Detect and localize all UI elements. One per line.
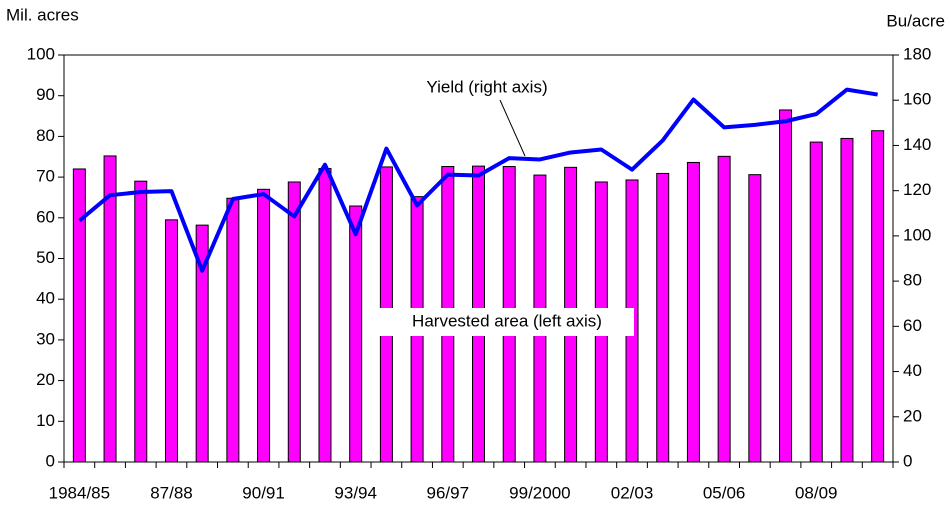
y-tick-label: 10: [36, 411, 55, 430]
y-tick-label: 50: [36, 248, 55, 267]
y2-tick-label: 180: [903, 44, 931, 63]
x-tick-label: 93/94: [334, 483, 377, 502]
bar: [809, 141, 823, 463]
bar: [134, 180, 148, 463]
y2-tick-label: 60: [903, 316, 922, 335]
y-tick-label: 60: [36, 207, 55, 226]
bar: [656, 172, 670, 463]
x-tick-label: 08/09: [795, 483, 838, 502]
bar: [72, 168, 86, 463]
bar: [318, 168, 332, 463]
annotation-box: [378, 308, 634, 336]
y-tick-label: 0: [46, 451, 55, 470]
y2-tick-label: 140: [903, 135, 931, 154]
y-tick-label: 100: [27, 44, 55, 63]
y2-tick-label: 120: [903, 180, 931, 199]
y-tick-label: 20: [36, 370, 55, 389]
bar: [195, 224, 209, 463]
x-tick-label: 02/03: [611, 483, 654, 502]
y2-tick-label: 20: [903, 406, 922, 425]
bar: [287, 181, 301, 463]
bar: [686, 161, 700, 463]
bar: [226, 197, 240, 463]
x-tick-label: 99/2000: [509, 483, 570, 502]
bar: [103, 155, 117, 463]
x-tick-label: 90/91: [242, 483, 285, 502]
annotation-leader: [499, 99, 526, 157]
x-tick-label: 1984/85: [49, 483, 110, 502]
y2-tick-label: 80: [903, 271, 922, 290]
bar: [748, 174, 762, 463]
x-tick-label: 05/06: [703, 483, 746, 502]
x-tick-label: 96/97: [427, 483, 470, 502]
bar: [779, 109, 793, 463]
y2-tick-label: 160: [903, 90, 931, 109]
y-tick-label: 40: [36, 289, 55, 308]
y-axis-title: Mil. acres: [6, 5, 79, 24]
bar: [840, 137, 854, 463]
bar: [871, 130, 885, 463]
bar: [257, 188, 271, 463]
y2-tick-label: 100: [903, 225, 931, 244]
y-tick-label: 30: [36, 329, 55, 348]
y-tick-label: 70: [36, 167, 55, 186]
bar: [164, 219, 178, 463]
y-tick-label: 80: [36, 126, 55, 145]
y-tick-label: 90: [36, 85, 55, 104]
bar: [717, 155, 731, 463]
y2-tick-label: 40: [903, 361, 922, 380]
bar: [349, 205, 363, 463]
y2-tick-label: 0: [903, 451, 912, 470]
y2-axis-title: Bu/acre: [886, 11, 945, 30]
x-tick-label: 87/88: [150, 483, 193, 502]
line: [78, 87, 878, 273]
annotation: Yield (right axis): [426, 77, 547, 96]
annotation: Harvested area (left axis): [412, 311, 602, 330]
